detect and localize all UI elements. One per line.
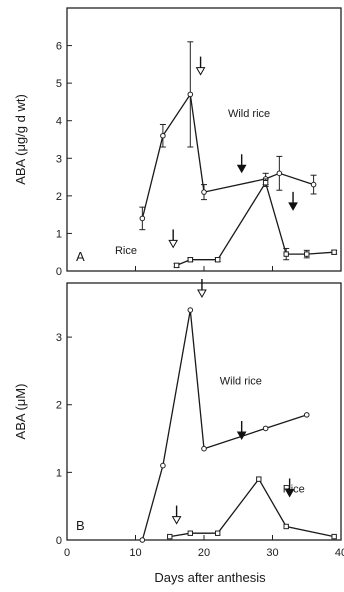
- open-arrow-icon: [171, 516, 182, 525]
- x-tick-label: 10: [129, 547, 141, 559]
- y-tick-label: 5: [56, 78, 62, 90]
- data-point: [167, 533, 173, 540]
- data-point: [187, 257, 194, 263]
- panel-letter: A: [76, 249, 85, 264]
- data-point: [331, 249, 337, 255]
- data-point: [283, 523, 289, 530]
- data-point: [187, 530, 194, 536]
- data-point: [304, 251, 310, 257]
- data-point: [256, 476, 262, 482]
- data-point: [187, 307, 194, 313]
- x-tick-label: 40: [335, 547, 344, 559]
- data-point: [139, 215, 146, 222]
- series-line-1: [169, 477, 335, 538]
- panel-b: 0123010203040BABA (μM)Days after anthesi…: [13, 279, 344, 585]
- y-tick-label: 1: [56, 228, 62, 240]
- data-point: [187, 91, 194, 98]
- series-annotation: Wild rice: [220, 375, 262, 387]
- data-point: [262, 425, 269, 432]
- y-tick-label: 1: [56, 467, 62, 479]
- data-point: [173, 262, 180, 269]
- data-point: [215, 257, 221, 263]
- y-axis-label: ABA (μM): [13, 384, 28, 440]
- x-tick-label: 30: [266, 547, 278, 559]
- data-point: [262, 180, 269, 186]
- series-annotation: Rice: [115, 245, 137, 257]
- x-tick-label: 0: [64, 547, 70, 559]
- y-tick-label: 0: [56, 266, 62, 278]
- y-axis-label: ABA (μg/g d wt): [13, 94, 28, 185]
- series-line-1: [176, 181, 335, 267]
- panel-a: 0 1 2 3 4 5 6 A ABA (μg/g d wt) Wild rice Rice: [13, 7, 342, 278]
- data-point: [139, 537, 146, 543]
- data-point: [310, 181, 317, 188]
- data-point: [160, 132, 166, 139]
- plot-frame: [66, 7, 342, 272]
- y-tick-label: 3: [56, 332, 62, 344]
- data-point: [283, 251, 289, 257]
- panel-letter: B: [76, 518, 85, 533]
- open-arrow-icon: [168, 239, 179, 249]
- data-point: [276, 170, 283, 177]
- data-point: [201, 189, 207, 195]
- filled-arrow-icon: [236, 164, 247, 174]
- data-point: [303, 412, 310, 418]
- y-tick-label: 2: [56, 191, 62, 203]
- filled-arrow-icon: [236, 431, 247, 441]
- plot-frame: [66, 282, 342, 541]
- filled-arrow-icon: [284, 489, 295, 498]
- data-point: [160, 462, 166, 469]
- x-tick-label: 20: [198, 547, 210, 559]
- filled-arrow-icon: [288, 202, 298, 211]
- y-tick-label: 4: [56, 116, 62, 128]
- data-point: [331, 533, 337, 540]
- y-tick-label: 0: [56, 535, 62, 547]
- series-annotation: Wild rice: [228, 108, 270, 120]
- x-axis-label: Days after anthesis: [154, 570, 266, 585]
- data-point: [215, 530, 221, 536]
- open-arrow-icon: [197, 289, 207, 299]
- y-tick-label: 3: [56, 153, 62, 165]
- y-tick-label: 2: [56, 400, 62, 412]
- open-arrow-icon: [195, 67, 206, 76]
- y-tick-label: 6: [56, 41, 62, 53]
- data-point: [201, 445, 207, 452]
- series-line-0: [141, 309, 308, 541]
